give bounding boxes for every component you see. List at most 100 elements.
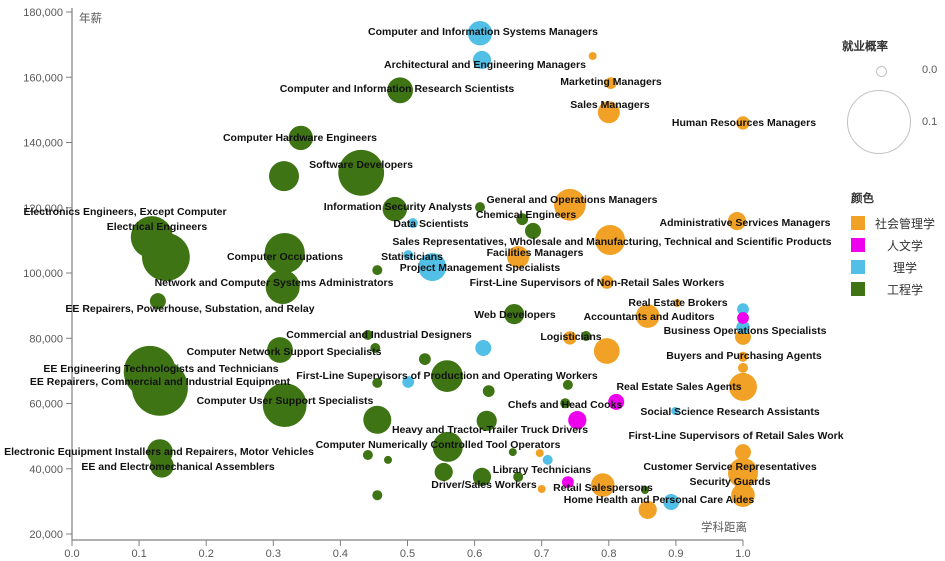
- bubble-point[interactable]: [269, 161, 299, 192]
- bubble-point[interactable]: [372, 490, 383, 501]
- bubble-point[interactable]: [475, 202, 485, 213]
- bubble-point[interactable]: [516, 213, 529, 226]
- point-label: First-Line Supervisors of Non-Retail Sal…: [470, 277, 725, 289]
- bubble-point[interactable]: [736, 116, 750, 130]
- bubble-point[interactable]: [150, 454, 174, 478]
- bubble-point[interactable]: [593, 338, 620, 364]
- point-label: Architectural and Engineering Managers: [384, 59, 586, 71]
- bubble-point[interactable]: [731, 483, 755, 508]
- bubble-point[interactable]: [434, 462, 453, 482]
- bubble-point[interactable]: [663, 494, 680, 510]
- bubble-point[interactable]: [372, 265, 383, 276]
- bubble-point[interactable]: [372, 377, 383, 388]
- bubble-point[interactable]: [432, 431, 463, 462]
- bubble-point[interactable]: [560, 398, 571, 409]
- bubble-point[interactable]: [149, 293, 166, 310]
- bubble-point[interactable]: [591, 473, 615, 497]
- bubble-point[interactable]: [418, 253, 447, 282]
- bubble-point[interactable]: [382, 196, 407, 222]
- bubble-point[interactable]: [419, 353, 431, 365]
- point-label: Commercial and Industrial Designers: [286, 329, 472, 341]
- bubble-point[interactable]: [467, 21, 493, 46]
- bubble-point[interactable]: [472, 467, 492, 486]
- bubble-point[interactable]: [264, 233, 305, 274]
- bubble-point[interactable]: [407, 218, 418, 229]
- bubble-point[interactable]: [597, 101, 620, 124]
- color-legend-item[interactable]: 社会管理学: [851, 216, 945, 231]
- color-swatch: [851, 216, 865, 230]
- point-label: Network and Computer Systems Administrat…: [155, 277, 394, 289]
- size-legend: 就业概率 0.0 0.1: [836, 38, 942, 154]
- bubble-point[interactable]: [262, 383, 307, 427]
- point-label: Marketing Managers: [560, 76, 662, 88]
- y-tick-label: 180,000: [23, 7, 63, 19]
- bubble-point[interactable]: [370, 343, 381, 353]
- bubble-point[interactable]: [363, 405, 392, 434]
- bubble-point[interactable]: [641, 486, 649, 494]
- bubble-point[interactable]: [563, 331, 577, 345]
- point-label: General and Operations Managers: [487, 194, 658, 206]
- color-legend-item[interactable]: 理学: [851, 260, 945, 275]
- bubble-point[interactable]: [736, 320, 750, 334]
- bubble-point[interactable]: [130, 216, 173, 259]
- bubble-point[interactable]: [535, 449, 544, 458]
- bubble-point[interactable]: [472, 50, 492, 70]
- bubble-point[interactable]: [402, 376, 415, 388]
- bubble-point[interactable]: [604, 77, 617, 89]
- bubble-point[interactable]: [387, 77, 413, 104]
- bubble-point[interactable]: [507, 246, 530, 268]
- bubble-point[interactable]: [362, 330, 373, 340]
- point-label: Web Developers: [474, 309, 556, 321]
- bubble-point[interactable]: [537, 485, 546, 493]
- bubble-point[interactable]: [288, 125, 313, 151]
- bubble-point[interactable]: [384, 455, 392, 464]
- bubble-point[interactable]: [671, 407, 680, 415]
- bubble-point[interactable]: [554, 188, 586, 221]
- bubble-point[interactable]: [738, 351, 748, 362]
- bubble-point[interactable]: [588, 52, 597, 60]
- bubble-point[interactable]: [735, 444, 751, 461]
- point-label: Social Science Research Assistants: [640, 406, 820, 418]
- bubble-point[interactable]: [338, 149, 385, 196]
- bubble-point[interactable]: [673, 299, 682, 307]
- bubble-point[interactable]: [431, 360, 463, 392]
- bubble-point[interactable]: [267, 337, 293, 363]
- bubble-point[interactable]: [475, 340, 492, 356]
- bubble-point[interactable]: [738, 362, 748, 373]
- bubble-point[interactable]: [737, 312, 749, 324]
- bubble-point[interactable]: [362, 450, 373, 460]
- bubble-point[interactable]: [595, 225, 626, 255]
- bubble-point[interactable]: [525, 222, 541, 239]
- bubble-point[interactable]: [600, 275, 614, 289]
- bubble-point[interactable]: [476, 410, 497, 431]
- bubble-point[interactable]: [568, 411, 587, 430]
- bubble-point[interactable]: [482, 385, 495, 397]
- bubble-point[interactable]: [735, 328, 751, 345]
- bubble-point[interactable]: [123, 345, 176, 398]
- bubble-point[interactable]: [581, 331, 591, 341]
- bubble-point[interactable]: [728, 458, 758, 488]
- bubble-point[interactable]: [727, 212, 747, 231]
- bubble-point[interactable]: [562, 476, 574, 488]
- color-legend-label: 社会管理学: [874, 216, 935, 231]
- color-legend-item[interactable]: 工程学: [851, 282, 945, 297]
- bubble-point[interactable]: [737, 303, 749, 316]
- bubble-point[interactable]: [504, 304, 525, 325]
- bubble-point[interactable]: [729, 372, 757, 401]
- y-tick-label: 100,000: [23, 268, 63, 280]
- point-label: Electronics Engineers, Except Computer: [23, 206, 226, 218]
- bubble-point[interactable]: [265, 270, 300, 304]
- point-label: Computer Hardware Engineers: [223, 132, 377, 144]
- y-tick-label: 80,000: [29, 333, 63, 345]
- bubble-point[interactable]: [542, 454, 553, 465]
- x-tick-label: 0.2: [199, 548, 214, 560]
- bubble-point[interactable]: [635, 304, 660, 328]
- bubble-point[interactable]: [562, 379, 573, 390]
- point-label: Software Developers: [309, 159, 413, 171]
- bubble-point[interactable]: [513, 471, 524, 482]
- color-legend-item[interactable]: 人文学: [851, 238, 945, 253]
- bubble-point[interactable]: [638, 500, 657, 519]
- bubble-point[interactable]: [508, 448, 517, 457]
- bubble-point[interactable]: [403, 250, 414, 261]
- bubble-point[interactable]: [608, 393, 625, 410]
